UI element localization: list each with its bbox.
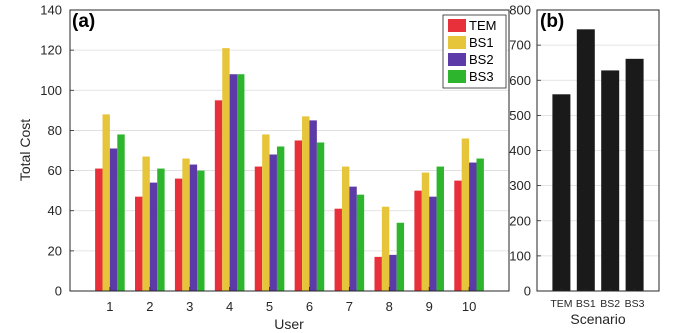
bar-tem-user-10: [454, 180, 462, 291]
bar-bs3-user-8: [396, 222, 405, 291]
bar-bs1-user-4: [222, 48, 230, 292]
bar-tem-user-5: [254, 166, 263, 291]
bar-bs2-user-8: [389, 254, 397, 291]
bar-tem-user-7: [334, 208, 342, 291]
bar-bs2-user-9: [429, 196, 437, 291]
bar-bs3-user-4: [237, 74, 245, 291]
y-tick-label: 140: [40, 3, 62, 18]
bar-bs1-user-2: [142, 156, 150, 291]
y-tick-label: 100: [509, 248, 531, 263]
y-tick-label: 300: [509, 178, 531, 193]
panel-a-y-axis-label: Total Cost: [17, 119, 33, 181]
panel-a-y-ticks: 0 20 40 60 80 100 120 140: [40, 3, 74, 299]
panel-b-x-axis-label: Scenario: [570, 311, 625, 327]
bar-bs1-user-1: [102, 114, 110, 291]
legend-label-bs2: BS2: [469, 52, 494, 67]
x-tick-label: 9: [426, 299, 433, 314]
bar-bs2-user-2: [149, 182, 158, 291]
panel-b-bars: [552, 29, 644, 292]
bar-tem-user-9: [414, 190, 422, 291]
y-tick-label: 0: [55, 284, 62, 299]
x-tick-label: BS3: [625, 298, 645, 310]
bar-bs2: [601, 70, 620, 291]
bar-bs1: [576, 29, 595, 291]
x-tick-label: BS1: [576, 298, 596, 310]
x-tick-label: 5: [266, 299, 273, 314]
panel-a-bars: [95, 48, 484, 292]
x-tick-label: 3: [186, 299, 193, 314]
y-tick-label: 600: [509, 73, 531, 88]
bar-bs3-user-6: [316, 142, 325, 291]
bar-tem-user-8: [374, 256, 382, 291]
bar-bs3-user-7: [356, 194, 365, 291]
legend-label-bs3: BS3: [469, 69, 494, 84]
legend-label-bs1: BS1: [469, 35, 494, 50]
y-tick-label: 80: [48, 123, 62, 138]
bar-bs1-user-8: [381, 206, 390, 291]
bar-bs1-user-7: [341, 166, 350, 291]
bar-bs3-user-9: [436, 166, 444, 291]
y-tick-label: 60: [48, 163, 62, 178]
bar-bs3: [625, 58, 644, 292]
bar-bs1-user-3: [182, 158, 190, 291]
legend-swatch-bs1: [448, 36, 466, 49]
panel-a-frame: [69, 9, 510, 292]
panel-a-x-ticks: 1 2 3 4 5 6 7 8 9 10: [106, 287, 476, 314]
legend-swatch-tem: [448, 19, 466, 32]
panel-b: 0 100 200 300 400 500 600 700 800 TEM BS1 BS2 BS3 (…: [509, 3, 660, 327]
x-tick-label: TEM: [550, 298, 572, 310]
legend: TEM BS1 BS2 BS3: [442, 14, 507, 89]
bar-bs1-user-5: [262, 134, 270, 291]
bar-bs2-user-5: [269, 154, 277, 291]
bar-bs2-user-10: [469, 162, 477, 291]
bar-bs1-user-6: [302, 116, 310, 291]
panel-a: 0 20 40 60 80 100 120 140 1 2 3 4 5 6 7 8 9 10 (a) Total…: [17, 3, 510, 332]
panel-a-x-axis-label: User: [274, 316, 304, 332]
y-tick-label: 40: [48, 203, 62, 218]
x-tick-label: 7: [346, 299, 353, 314]
bar-bs2-user-4: [229, 74, 238, 291]
legend-swatch-bs2: [448, 53, 466, 66]
panel-b-x-ticks: TEM BS1 BS2 BS3: [550, 287, 645, 310]
bar-tem-user-3: [174, 178, 183, 291]
bar-bs3-user-10: [476, 158, 484, 291]
y-tick-label: 0: [524, 284, 531, 299]
y-tick-label: 120: [40, 43, 62, 58]
bar-bs2-user-1: [109, 148, 118, 291]
legend-label-tem: TEM: [469, 18, 496, 33]
bar-bs1-user-9: [421, 172, 430, 291]
panel-b-label: (b): [540, 11, 564, 32]
bar-bs3-user-3: [197, 170, 205, 291]
y-tick-label: 100: [40, 83, 62, 98]
bar-tem-user-2: [135, 196, 143, 291]
bar-tem-user-1: [95, 168, 103, 291]
bar-bs3-user-5: [276, 146, 285, 291]
x-tick-label: 2: [146, 299, 153, 314]
bar-bs2-user-3: [189, 164, 198, 291]
bar-tem: [552, 94, 571, 291]
bar-bs2-user-7: [349, 186, 357, 291]
y-tick-label: 200: [509, 213, 531, 228]
y-tick-label: 800: [509, 3, 531, 18]
y-tick-label: 20: [48, 243, 62, 258]
bar-bs3-user-1: [117, 134, 125, 291]
bar-bs2-user-6: [309, 120, 317, 292]
panel-b-y-ticks: 0 100 200 300 400 500 600 700 800: [509, 3, 541, 299]
x-tick-label: 8: [386, 299, 393, 314]
bar-tem-user-6: [294, 140, 303, 291]
bar-bs3-user-2: [157, 168, 165, 291]
x-tick-label: 4: [226, 299, 233, 314]
y-tick-label: 700: [509, 38, 531, 53]
x-tick-label: 1: [106, 299, 113, 314]
y-tick-label: 400: [509, 143, 531, 158]
y-tick-label: 500: [509, 108, 531, 123]
bar-bs1-user-10: [461, 138, 470, 291]
panel-a-label: (a): [72, 11, 95, 32]
x-tick-label: 6: [306, 299, 313, 314]
x-tick-label: BS2: [600, 298, 620, 310]
x-tick-label: 10: [462, 299, 476, 314]
bar-tem-user-4: [214, 100, 223, 291]
legend-swatch-bs3: [448, 70, 466, 83]
